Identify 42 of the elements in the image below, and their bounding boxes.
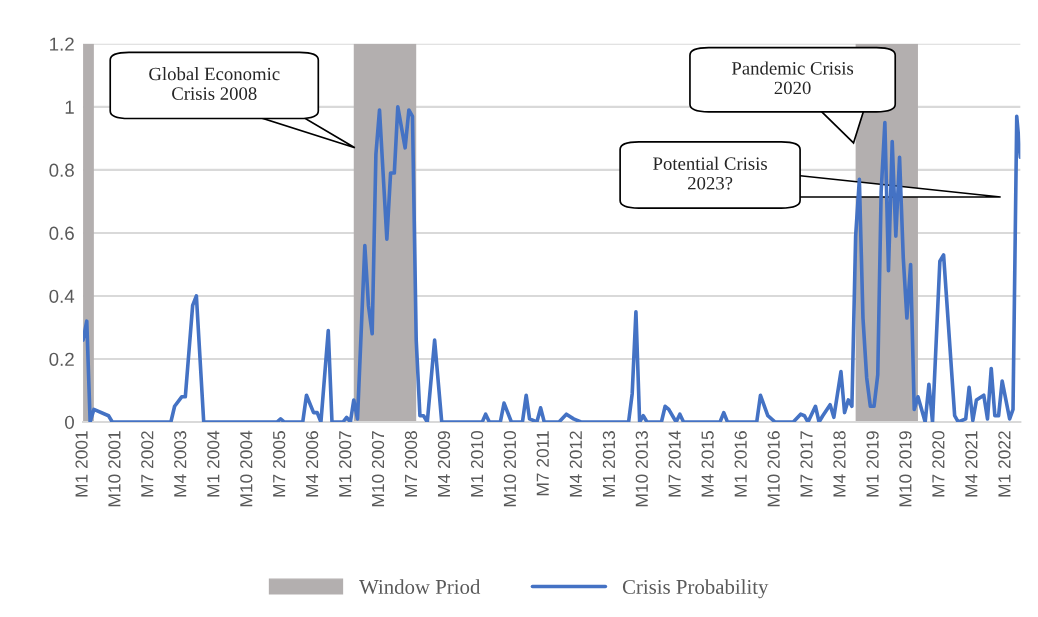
x-tick-label: M4 2009 — [437, 431, 451, 497]
line-series — [83, 105, 1021, 423]
y-tick-label: 0 — [65, 415, 74, 430]
legend-label: Crisis Probability — [622, 579, 769, 599]
x-tick-label: M1 2007 — [339, 431, 352, 497]
y-tick-label: 0.6 — [49, 226, 74, 240]
y-tick-label: 1.2 — [50, 37, 74, 51]
x-tick-label: M7 2011 — [536, 431, 549, 496]
annotation: Global Economic Crisis 2008 — [149, 67, 280, 100]
x-tick-label: M4 2012 — [569, 431, 582, 497]
x-tick-label: M7 2002 — [141, 431, 154, 497]
y-tick-label: 0.2 — [49, 352, 74, 366]
legend-label: Window Priod — [359, 579, 481, 595]
y-tick-label: 0.8 — [49, 163, 74, 177]
y-tick-label: 0.4 — [49, 289, 75, 303]
x-tick-label: M1 2010 — [470, 431, 484, 497]
x-tick-label: M7 2017 — [800, 431, 813, 497]
x-tick-label: M4 2006 — [305, 431, 319, 497]
x-tick-label: M10 2010 — [503, 431, 517, 507]
annotation: Pandemic Crisis 2020 — [731, 61, 854, 95]
x-tick-label: M4 2015 — [701, 431, 714, 497]
x-tick-label: M1 2013 — [602, 431, 616, 497]
x-tick-label: M1 2016 — [734, 431, 747, 497]
x-tick-label: M1 2001 — [75, 431, 88, 497]
x-tick-label: M10 2001 — [108, 431, 121, 507]
x-tick-label: M10 2007 — [371, 431, 385, 507]
x-tick-label: M1 2022 — [998, 431, 1011, 497]
x-tick-label: M4 2003 — [174, 431, 187, 497]
x-tick-label: M7 2014 — [668, 430, 681, 497]
x-tick-label: M7 2020 — [932, 431, 945, 497]
x-tick-label: M7 2008 — [404, 431, 418, 497]
x-tick-label: M10 2004 — [240, 430, 253, 507]
x-tick-label: M10 2013 — [635, 431, 648, 507]
x-tick-label: M10 2016 — [767, 431, 780, 507]
x-tick-label: M1 2004 — [207, 430, 220, 497]
x-tick-label: M1 2019 — [866, 431, 879, 497]
x-tick-label: M10 2019 — [899, 431, 912, 507]
x-tick-label: M4 2021 — [965, 431, 978, 497]
y-tick-label: 1 — [65, 100, 74, 114]
annotation: Potential Crisis 2023? — [653, 156, 767, 190]
x-tick-label: M4 2018 — [833, 431, 846, 497]
x-tick-label: M7 2005 — [272, 431, 286, 497]
